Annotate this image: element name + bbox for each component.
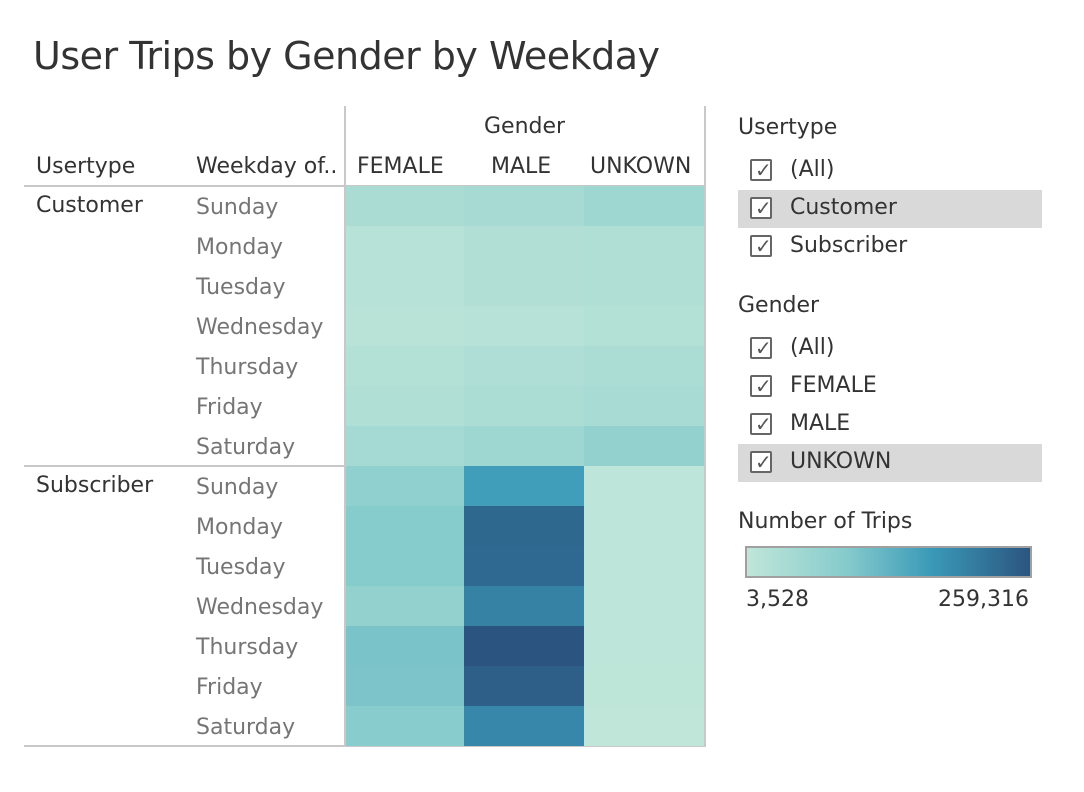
heatmap-cell-customer-monday-unkown[interactable]	[584, 226, 704, 266]
heatmap-cell-subscriber-saturday-male[interactable]	[464, 706, 584, 746]
column-header-unkown: UNKOWN	[590, 154, 692, 179]
checkbox-icon[interactable]: ✓	[750, 234, 772, 258]
heatmap-cell-subscriber-thursday-unkown[interactable]	[584, 626, 704, 666]
checkbox-icon[interactable]: ✓	[750, 158, 772, 182]
usertype-option-label: Subscriber	[790, 233, 908, 258]
row-label-customer-friday: Friday	[196, 395, 263, 420]
heatmap-cell-subscriber-monday-male[interactable]	[464, 506, 584, 546]
heatmap-cell-subscriber-friday-unkown[interactable]	[584, 666, 704, 706]
heatmap-cell-customer-thursday-female[interactable]	[344, 346, 464, 386]
column-header-male: MALE	[491, 154, 552, 179]
heatmap-cell-customer-wednesday-unkown[interactable]	[584, 306, 704, 346]
heatmap-cell-customer-wednesday-female[interactable]	[344, 306, 464, 346]
legend-max-label: 259,316	[938, 587, 1029, 612]
usertype-option-all[interactable]: ✓ (All)	[738, 152, 1042, 190]
heatmap-cell-customer-tuesday-male[interactable]	[464, 266, 584, 306]
heatmap-cell-subscriber-sunday-unkown[interactable]	[584, 466, 704, 506]
row-label-subscriber-friday: Friday	[196, 675, 263, 700]
weekday-header[interactable]: Weekday of..	[196, 154, 338, 179]
usertype-filter-title: Usertype	[738, 115, 838, 140]
usertype-option-subscriber[interactable]: ✓ Subscriber	[738, 228, 1042, 266]
heatmap-cell-subscriber-wednesday-unkown[interactable]	[584, 586, 704, 626]
heatmap-cell-subscriber-sunday-male[interactable]	[464, 466, 584, 506]
usertype-header: Usertype	[36, 154, 136, 179]
row-label-customer-thursday: Thursday	[196, 355, 299, 380]
heatmap-cell-subscriber-friday-male[interactable]	[464, 666, 584, 706]
heatmap-cell-customer-tuesday-female[interactable]	[344, 266, 464, 306]
heatmap-cell-subscriber-tuesday-male[interactable]	[464, 546, 584, 586]
heatmap-cell-subscriber-monday-female[interactable]	[344, 506, 464, 546]
checkbox-icon[interactable]: ✓	[750, 450, 772, 474]
row-label-subscriber-tuesday: Tuesday	[196, 555, 286, 580]
heatmap-cell-customer-friday-unkown[interactable]	[584, 386, 704, 426]
heatmap-cell-customer-thursday-male[interactable]	[464, 346, 584, 386]
table-bottom-rule	[24, 745, 706, 747]
group-separator	[24, 465, 346, 467]
legend-min-label: 3,528	[746, 587, 809, 612]
gender-filter-title: Gender	[738, 293, 820, 318]
heatmap-cell-customer-sunday-unkown[interactable]	[584, 186, 704, 226]
usertype-option-customer[interactable]: ✓ Customer	[738, 190, 1042, 228]
heatmap-cell-subscriber-tuesday-unkown[interactable]	[584, 546, 704, 586]
heatmap-cell-subscriber-friday-female[interactable]	[344, 666, 464, 706]
row-label-customer-sunday: Sunday	[196, 195, 279, 220]
chart-title: User Trips by Gender by Weekday	[33, 34, 660, 78]
heatmap-cell-subscriber-tuesday-female[interactable]	[344, 546, 464, 586]
heatmap-cell-customer-monday-male[interactable]	[464, 226, 584, 266]
usertype-option-label: (All)	[790, 157, 835, 182]
checkbox-icon[interactable]: ✓	[750, 196, 772, 220]
checkbox-icon[interactable]: ✓	[750, 412, 772, 436]
group-label-customer: Customer	[36, 193, 143, 218]
color-ramp	[745, 546, 1032, 578]
checkbox-icon[interactable]: ✓	[750, 374, 772, 398]
heatmap-cell-subscriber-thursday-female[interactable]	[344, 626, 464, 666]
header-divider-right	[704, 106, 706, 186]
row-label-subscriber-saturday: Saturday	[196, 715, 296, 740]
heatmap-cell-customer-sunday-female[interactable]	[344, 186, 464, 226]
gender-option-male[interactable]: ✓ MALE	[738, 406, 1042, 444]
row-label-customer-saturday: Saturday	[196, 435, 296, 460]
gender-option-label: (All)	[790, 335, 835, 360]
row-label-customer-monday: Monday	[196, 235, 283, 260]
heatmap-cell-customer-saturday-female[interactable]	[344, 426, 464, 466]
heatmap-cell-subscriber-sunday-female[interactable]	[344, 466, 464, 506]
heatmap-cell-customer-friday-male[interactable]	[464, 386, 584, 426]
usertype-option-label: Customer	[790, 195, 897, 220]
column-group-header: Gender	[484, 114, 566, 139]
gender-option-label: FEMALE	[790, 373, 877, 398]
heatmap-cell-customer-friday-female[interactable]	[344, 386, 464, 426]
row-label-subscriber-sunday: Sunday	[196, 475, 279, 500]
heatmap-cell-subscriber-wednesday-male[interactable]	[464, 586, 584, 626]
heatmap-cell-customer-monday-female[interactable]	[344, 226, 464, 266]
gender-option-label: MALE	[790, 411, 851, 436]
heatmap-cell-subscriber-monday-unkown[interactable]	[584, 506, 704, 546]
gender-option-female[interactable]: ✓ FEMALE	[738, 368, 1042, 406]
heatmap-cell-customer-sunday-male[interactable]	[464, 186, 584, 226]
checkbox-icon[interactable]: ✓	[750, 336, 772, 360]
column-header-female: FEMALE	[357, 154, 444, 179]
header-divider-left	[344, 106, 346, 186]
heatmap-cell-customer-tuesday-unkown[interactable]	[584, 266, 704, 306]
row-label-subscriber-wednesday: Wednesday	[196, 595, 324, 620]
heatmap-cell-subscriber-thursday-male[interactable]	[464, 626, 584, 666]
gender-option-label: UNKOWN	[790, 449, 892, 474]
heatmap-cell-customer-wednesday-male[interactable]	[464, 306, 584, 346]
group-label-subscriber: Subscriber	[36, 473, 154, 498]
row-label-subscriber-thursday: Thursday	[196, 635, 299, 660]
gender-option-unkown[interactable]: ✓ UNKOWN	[738, 444, 1042, 482]
heatmap-cell-customer-saturday-unkown[interactable]	[584, 426, 704, 466]
row-label-customer-wednesday: Wednesday	[196, 315, 324, 340]
heatmap-cell-customer-thursday-unkown[interactable]	[584, 346, 704, 386]
legend-title: Number of Trips	[738, 509, 913, 534]
heatmap-cell-subscriber-saturday-unkown[interactable]	[584, 706, 704, 746]
heatmap-border-left	[344, 186, 346, 746]
row-label-subscriber-monday: Monday	[196, 515, 283, 540]
row-label-customer-tuesday: Tuesday	[196, 275, 286, 300]
heatmap-cell-subscriber-saturday-female[interactable]	[344, 706, 464, 746]
heatmap-cell-subscriber-wednesday-female[interactable]	[344, 586, 464, 626]
heatmap-cell-customer-saturday-male[interactable]	[464, 426, 584, 466]
heatmap-border-right	[704, 186, 706, 746]
gender-option-all[interactable]: ✓ (All)	[738, 330, 1042, 368]
